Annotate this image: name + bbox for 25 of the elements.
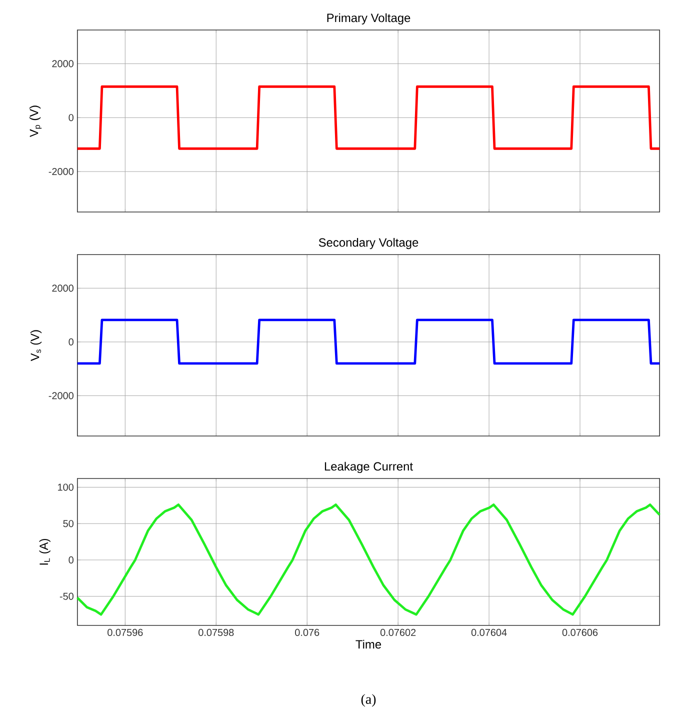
x-axis-title: Time xyxy=(356,640,382,649)
text: (a) xyxy=(361,694,376,707)
chart-title: Leakage Current xyxy=(324,462,413,474)
chart-title: Primary Voltage xyxy=(327,13,410,24)
y-tick-label: -2000 xyxy=(48,392,74,400)
y-tick-label: 2000 xyxy=(52,60,74,68)
x-tick-label: 0.07598 xyxy=(198,628,234,636)
x-tick-label: 0.07604 xyxy=(471,628,507,636)
line-series xyxy=(76,503,661,616)
y-tick-label: 0 xyxy=(68,556,74,564)
y-tick-label: -2000 xyxy=(48,168,74,176)
y-axis-title: I$_{L}$ (A) xyxy=(39,538,50,565)
y-tick-label: 0 xyxy=(68,114,74,122)
y-tick-label: -50 xyxy=(60,592,74,600)
chart-title: Secondary Voltage xyxy=(318,238,418,250)
y-tick-label: 50 xyxy=(63,520,74,528)
x-tick-label: 0.076 xyxy=(295,628,320,636)
x-tick-label: 0.07596 xyxy=(108,628,143,636)
y-tick-label: 0 xyxy=(68,338,74,346)
y-tick-label: 2000 xyxy=(52,284,74,292)
x-tick-label: 0.07602 xyxy=(380,628,416,636)
x-tick-label: 0.07606 xyxy=(562,628,598,636)
y-tick-label: 100 xyxy=(58,484,74,491)
y-axis-title: V$_{s}$ (V) xyxy=(30,330,42,362)
y-axis-title: V$_{p}$ (V) xyxy=(29,106,42,138)
